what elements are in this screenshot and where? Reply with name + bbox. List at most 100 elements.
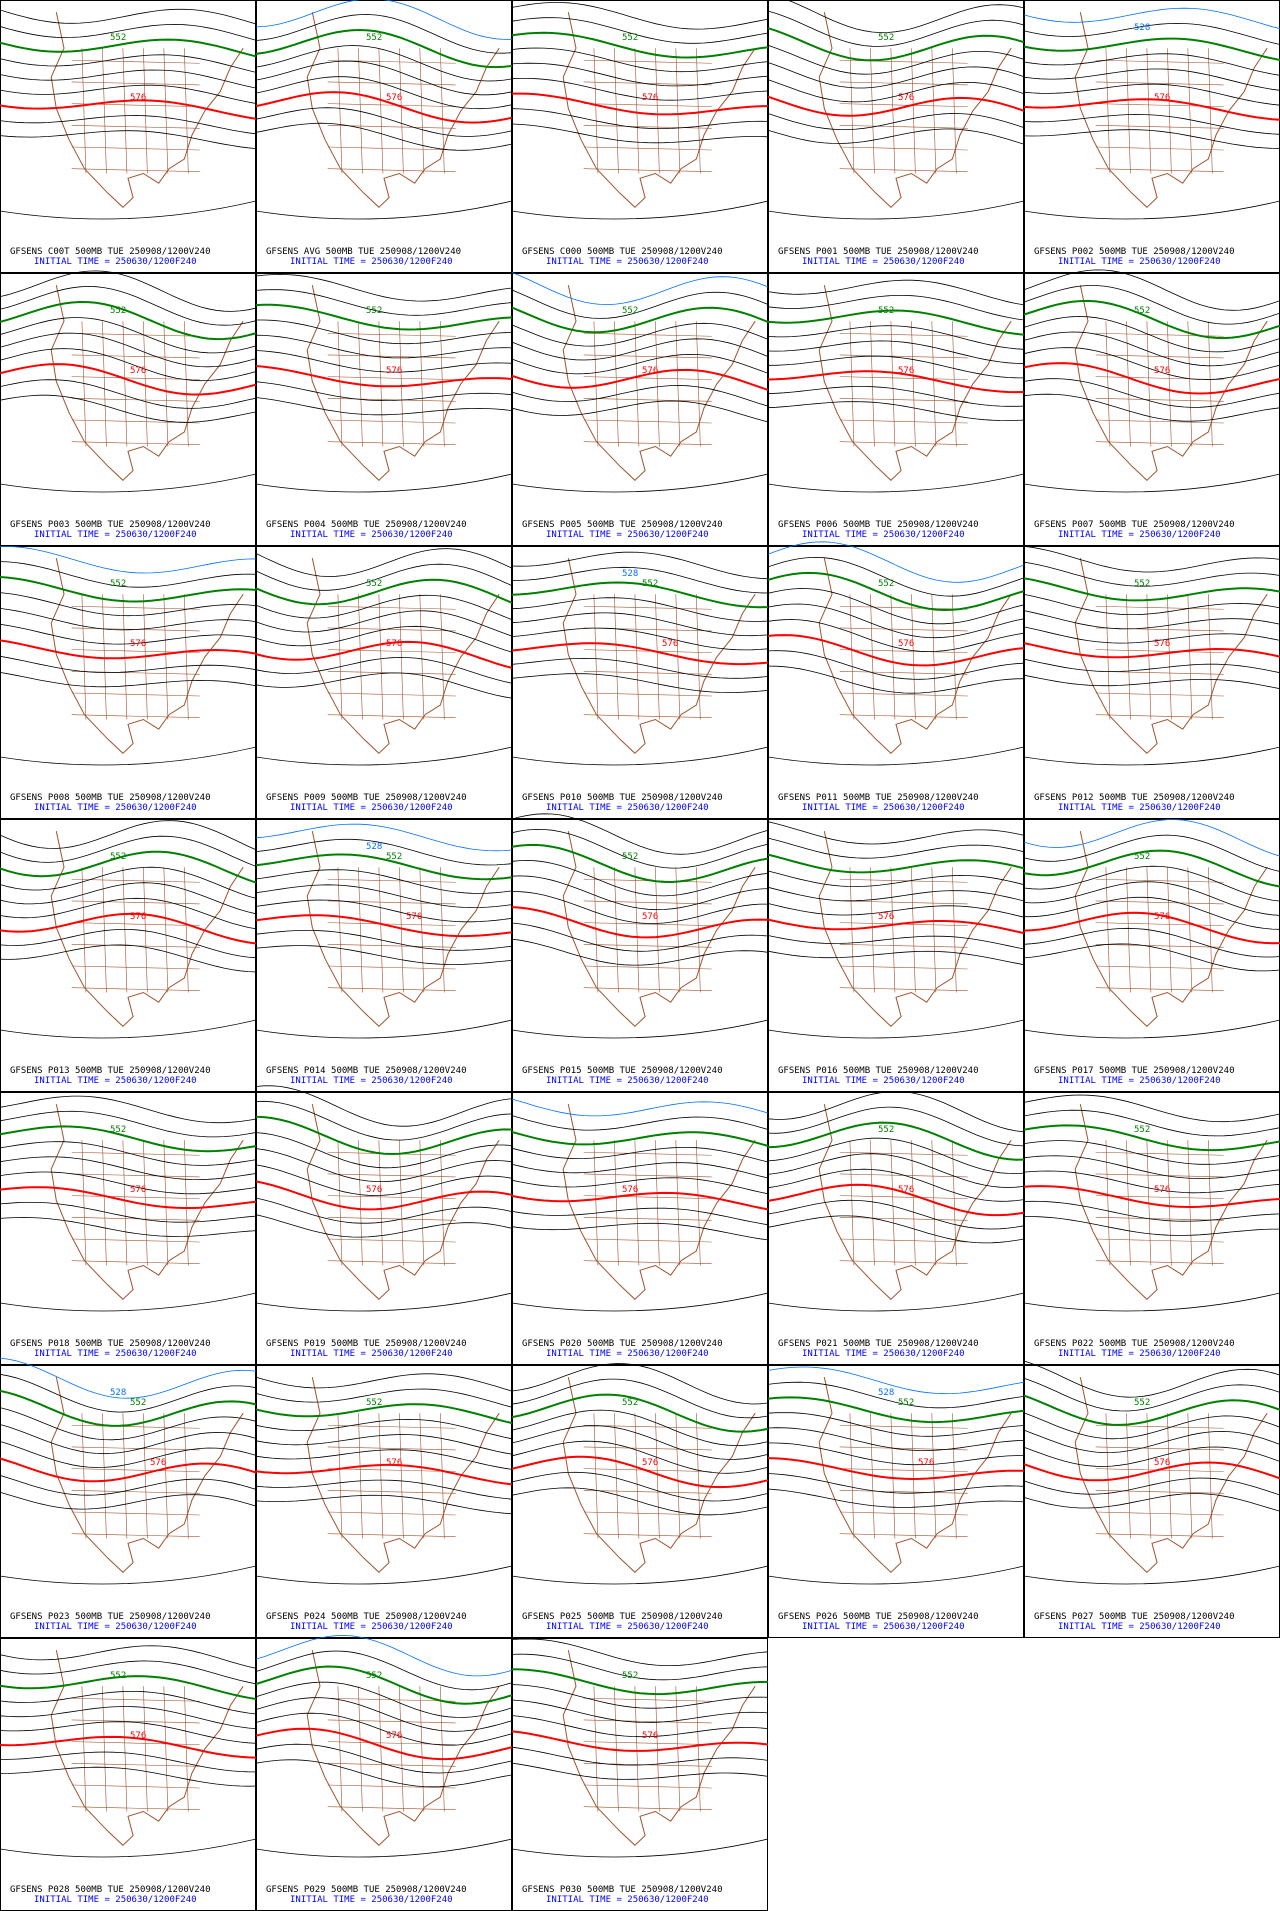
contour (255, 1085, 513, 1127)
state-border (378, 594, 384, 720)
state-border (839, 900, 968, 905)
state-border (71, 878, 200, 883)
contour (0, 8, 257, 25)
state-border (655, 321, 660, 447)
contour (255, 1164, 513, 1196)
state-border (1095, 125, 1224, 129)
state-border (634, 867, 640, 993)
contour (511, 1393, 769, 1433)
contour (511, 1191, 769, 1211)
state-border (163, 48, 169, 174)
state-border (1095, 1446, 1224, 1451)
contour (1023, 200, 1280, 220)
contour (767, 870, 1025, 888)
contour (255, 884, 513, 909)
contour (511, 1715, 769, 1738)
panel-init-time: INITIAL TIME = 250630/1200F240 (290, 1349, 453, 1359)
contour (511, 108, 769, 129)
contour (0, 394, 257, 423)
state-border (849, 48, 855, 174)
panel-init-time: INITIAL TIME = 250630/1200F240 (546, 1076, 709, 1086)
state-border (327, 1763, 456, 1767)
state-border (399, 1413, 404, 1539)
state-border (327, 605, 456, 610)
state-border (1146, 594, 1152, 720)
contour (255, 945, 513, 965)
contour (255, 107, 513, 137)
state-border (378, 1140, 384, 1266)
contour (255, 746, 513, 766)
contour (767, 650, 1025, 680)
contour (767, 1106, 1025, 1147)
state-border (327, 987, 456, 991)
contour (255, 289, 513, 316)
map-panel: 552 576 GFSENS P028 500MB TUE 250908/1200V… (0, 1638, 257, 1911)
contour-label: 552 (366, 1398, 382, 1408)
contour (0, 655, 257, 673)
state-border (378, 867, 384, 993)
panel-init-time: INITIAL TIME = 250630/1200F240 (34, 257, 197, 267)
contour (255, 1463, 513, 1486)
state-border (102, 1686, 107, 1812)
contour (511, 1098, 769, 1117)
contour (255, 672, 513, 699)
contour (255, 656, 513, 684)
contour (767, 473, 1025, 493)
map-panel: 552 576 GFSENS P025 500MB TUE 250908/1200V… (511, 1363, 769, 1638)
state-border (614, 48, 619, 174)
state-border (1167, 594, 1172, 720)
state-border (839, 671, 968, 675)
state-border (419, 867, 425, 993)
panel-border (256, 1092, 512, 1365)
contour (511, 1487, 769, 1516)
state-border (337, 1140, 343, 1266)
map-panel: 552 576 GFSENS P021 500MB TUE 250908/1200V… (767, 1091, 1025, 1365)
panel-init-time: INITIAL TIME = 250630/1200F240 (1058, 530, 1221, 540)
contour-label: 552 (622, 33, 638, 43)
state-border (583, 692, 712, 697)
state-border (419, 1686, 425, 1812)
contour (1023, 1094, 1280, 1123)
state-border (839, 376, 968, 380)
state-border (1095, 1217, 1224, 1221)
state-border (952, 1140, 957, 1266)
contour (0, 1389, 257, 1427)
state-border (593, 1686, 599, 1812)
contour (1023, 1140, 1280, 1165)
contour (1023, 7, 1280, 30)
contour (1023, 473, 1280, 493)
contour (255, 1373, 513, 1392)
contour-label: 552 (878, 579, 894, 589)
state-border (327, 59, 456, 64)
state-border (81, 1413, 87, 1539)
contour (767, 1183, 1025, 1217)
state-border (1095, 168, 1224, 172)
state-border (583, 1151, 712, 1156)
state-border (184, 594, 189, 720)
contour (767, 746, 1025, 766)
state-border (593, 48, 599, 174)
panel-border (512, 1638, 768, 1911)
contour (1023, 674, 1280, 690)
contour (511, 1425, 769, 1460)
contour (0, 912, 257, 945)
state-border (839, 965, 968, 970)
state-border (102, 1140, 107, 1266)
contour (255, 1197, 513, 1224)
contour (1023, 927, 1280, 958)
panel-title: GFSENS P029 500MB TUE 250908/1200V240 (266, 1885, 466, 1895)
state-border (1208, 594, 1213, 720)
panel-title: GFSENS P025 500MB TUE 250908/1200V240 (522, 1612, 722, 1622)
contour (767, 1215, 1025, 1244)
coastline (1074, 11, 1268, 208)
contour (767, 918, 1025, 935)
panel-init-time: INITIAL TIME = 250630/1200F240 (34, 1076, 197, 1086)
contour (255, 273, 513, 302)
state-border (184, 48, 189, 174)
contour (511, 31, 769, 59)
contour (0, 1441, 257, 1468)
panel-init-time: INITIAL TIME = 250630/1200F240 (34, 530, 197, 540)
panel-title: GFSENS P026 500MB TUE 250908/1200V240 (778, 1612, 978, 1622)
coastline (818, 284, 1012, 481)
state-border (102, 1413, 107, 1539)
